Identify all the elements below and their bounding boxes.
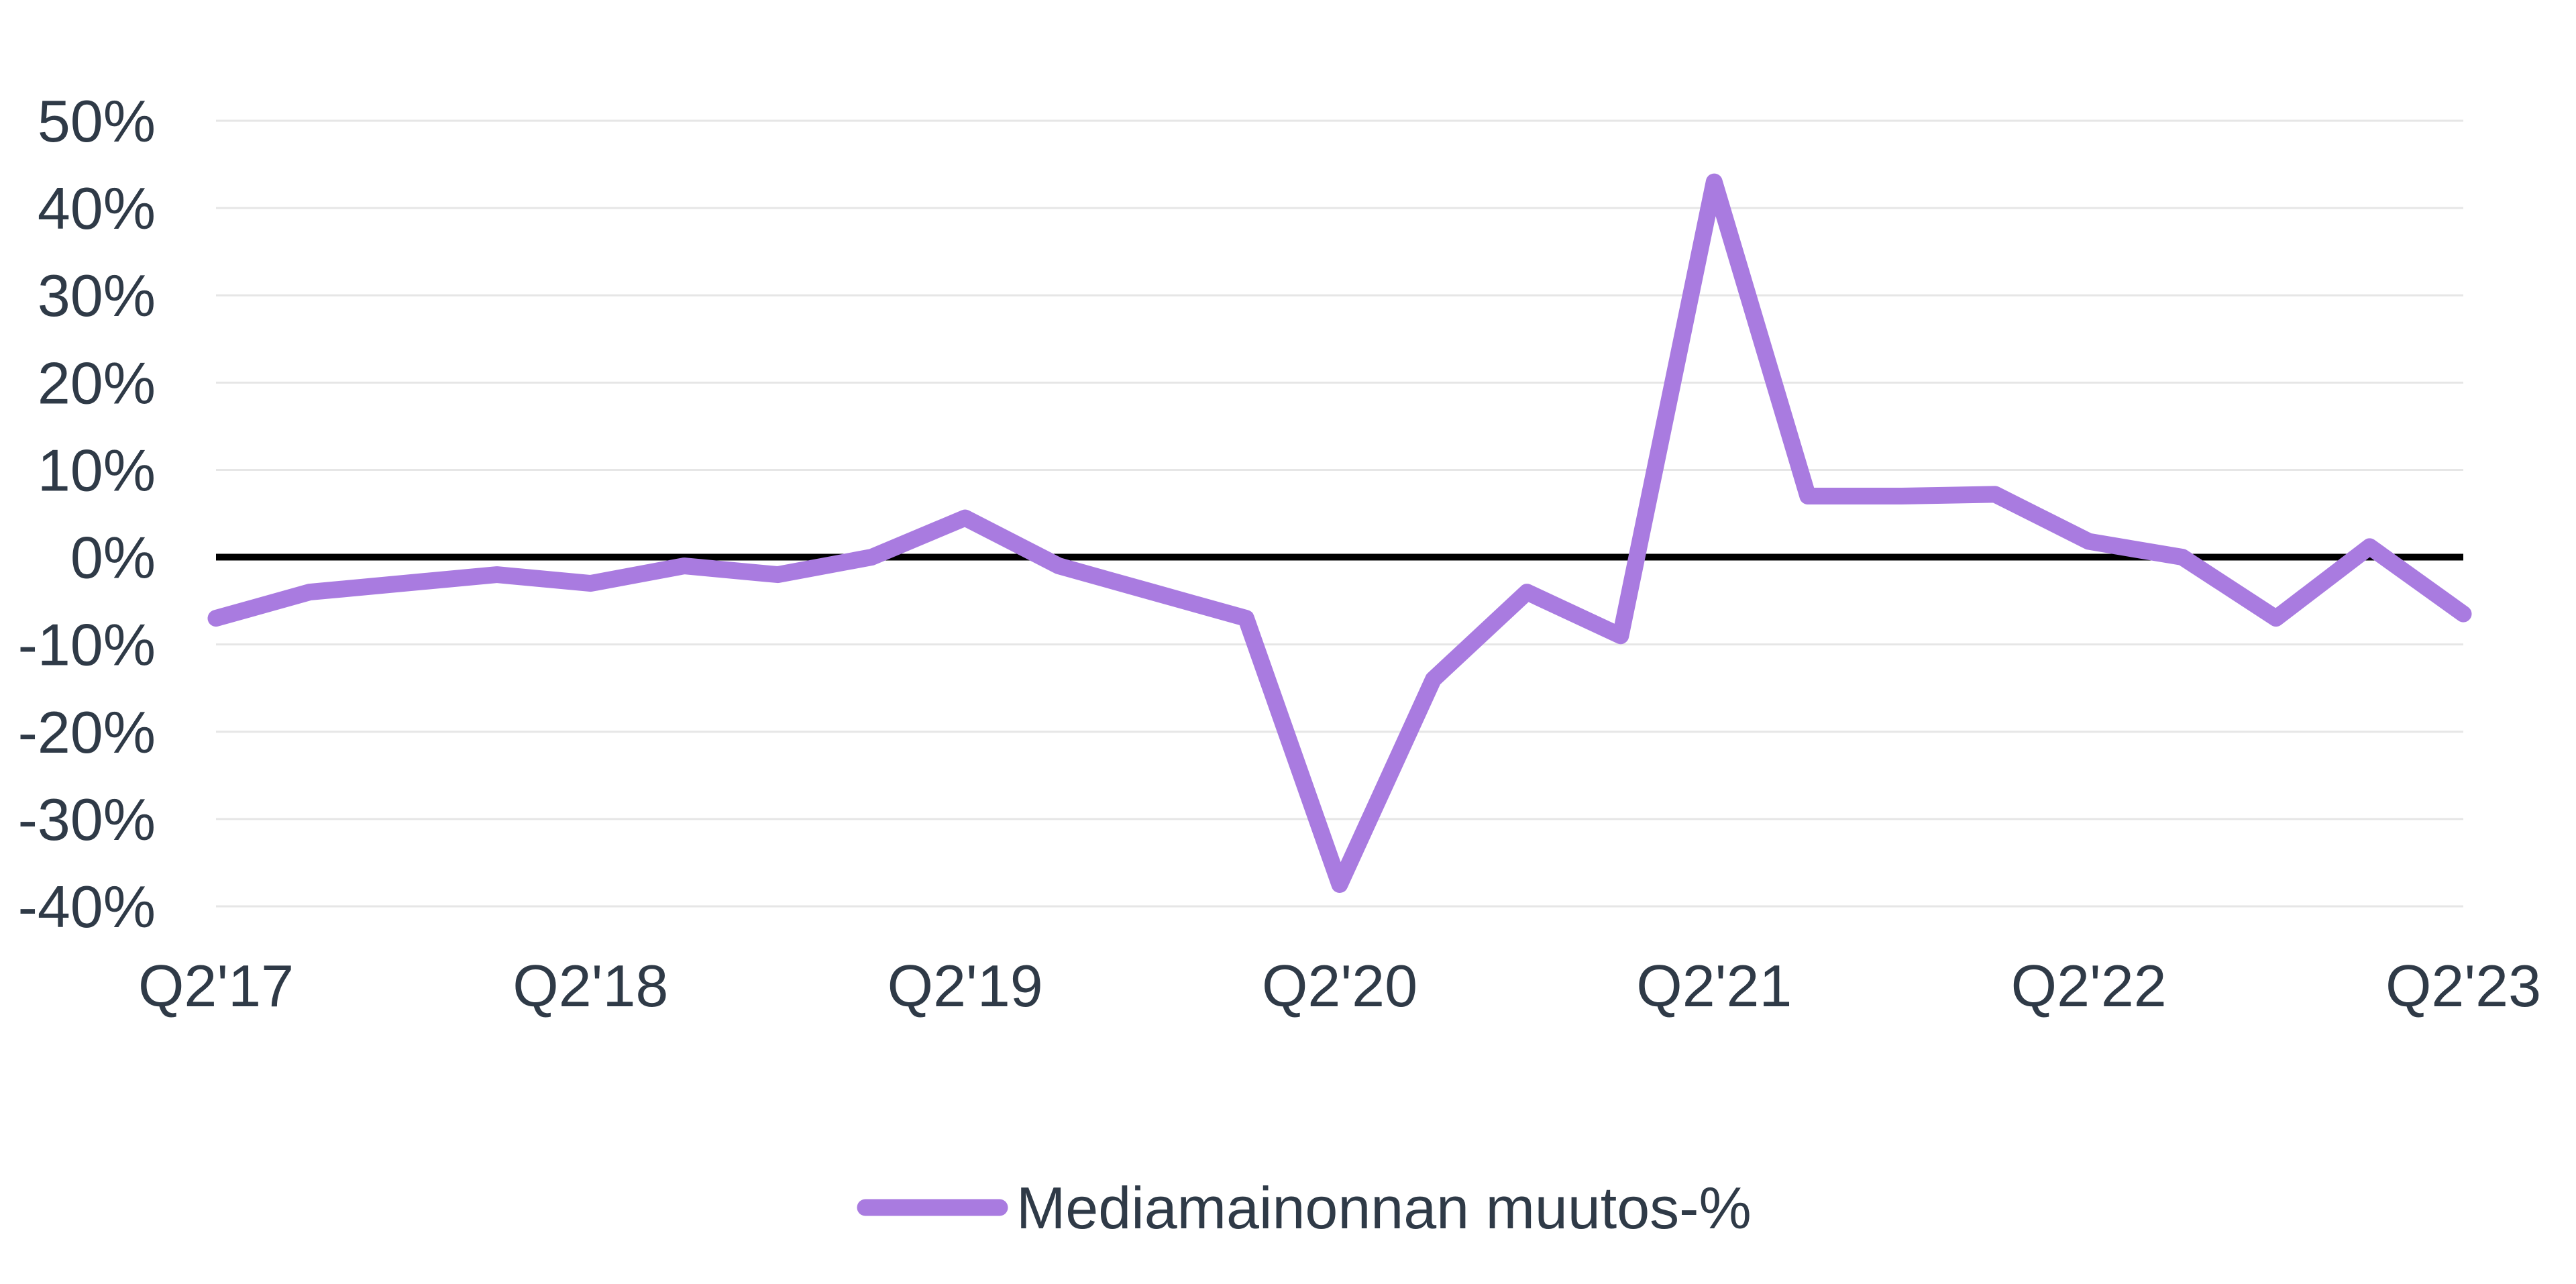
legend: Mediamainonnan muutos-%	[857, 1175, 1752, 1241]
y-tick-label: -40%	[18, 873, 156, 940]
series-lines	[207, 173, 2472, 893]
x-tick-label: Q2'18	[513, 953, 668, 1019]
legend-label: Mediamainonnan muutos-%	[1016, 1175, 1752, 1241]
grid-lines	[216, 119, 2463, 908]
series-line	[207, 173, 2472, 893]
y-tick-label: 0%	[70, 525, 156, 591]
y-tick-label: -20%	[18, 699, 156, 765]
x-tick-label: Q2'17	[138, 953, 294, 1019]
y-tick-label: -30%	[18, 786, 156, 853]
y-tick-label: 30%	[38, 262, 156, 329]
y-tick-label: 50%	[38, 88, 156, 154]
x-tick-label: Q2'22	[2011, 953, 2167, 1019]
x-axis-tick-labels: Q2'17 Q2'18 Q2'19 Q2'20 Q2'21 Q2'22 Q2'23	[138, 953, 2541, 1019]
y-tick-label: -10%	[18, 612, 156, 678]
x-tick-label: Q2'21	[1636, 953, 1792, 1019]
y-tick-label: 20%	[38, 350, 156, 416]
y-tick-label: 10%	[38, 437, 156, 503]
x-tick-label: Q2'19	[888, 953, 1043, 1019]
x-tick-label: Q2'20	[1262, 953, 1417, 1019]
y-axis-tick-labels: 50% 40% 30% 20% 10% 0% -10% -20% -30% -40%	[18, 88, 156, 940]
x-tick-label: Q2'23	[2385, 953, 2541, 1019]
y-tick-label: 40%	[38, 175, 156, 242]
